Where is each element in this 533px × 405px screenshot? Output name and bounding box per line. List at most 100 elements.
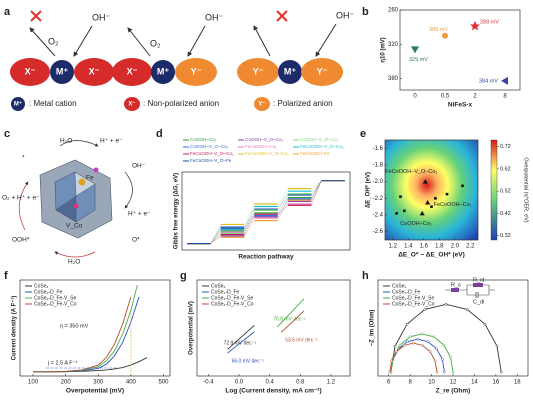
schematic-label: H⁺ + e⁻ — [100, 138, 123, 145]
x-axis-label: ΔE_O* − ΔE_OH* (eV) — [398, 252, 465, 259]
point — [423, 308, 427, 311]
anion — [10, 58, 50, 86]
ion-label: X⁻ — [89, 66, 100, 76]
slope-label: 76.5 mV dec⁻¹ — [273, 316, 306, 322]
slope-label: 66.0 mV dec⁻¹ — [232, 358, 265, 364]
legend-text: CoSe₂ — [392, 283, 407, 289]
x-tick-label: -0.4 — [203, 380, 214, 386]
connector — [311, 180, 322, 199]
panel-label: c — [4, 128, 10, 140]
data-label: 288 mV — [480, 19, 499, 25]
legend-text: CoSe₂-D_Fe-V_Se — [34, 295, 76, 301]
series-line — [280, 310, 305, 333]
schematic-label: H₂O — [68, 259, 80, 266]
x-tick-label: 2 — [473, 94, 477, 100]
point — [499, 370, 503, 374]
point — [408, 335, 412, 339]
legend-text: CoSe₂ — [211, 283, 226, 289]
point — [393, 344, 397, 348]
x-tick-label: 14 — [471, 380, 478, 386]
x-tick-label: 300 — [93, 380, 104, 386]
x-tick-label: 16 — [493, 380, 500, 386]
point-label: FeCoOOH–V_O–Co₁ — [385, 169, 437, 175]
connector — [277, 203, 289, 219]
y-axis-label: Overpotential (mV) — [189, 301, 195, 355]
connector — [277, 205, 288, 215]
arrow — [315, 23, 337, 57]
point — [420, 332, 424, 336]
legend-text: CoSe₂-D_Fe — [211, 289, 240, 295]
blocked-cross — [30, 10, 42, 22]
anion — [112, 58, 152, 86]
circuit-label: R_s — [451, 282, 461, 288]
ion-label: Y⁻ — [191, 66, 202, 76]
legend-text: CoSe₂-D_Fe-V_Co — [392, 301, 435, 307]
y-axis-label: Gibbs free energy (ΔG, eV) — [174, 173, 180, 249]
plot-frame — [19, 279, 171, 377]
point — [412, 341, 415, 345]
legend-text: CoSe₂-D_Fe-V_Se — [211, 295, 253, 301]
x-tick-label: 1.2 — [389, 244, 398, 250]
anion — [237, 58, 279, 86]
x-tick-label: 1.2 — [327, 380, 336, 386]
schematic-label: * — [22, 155, 25, 162]
point — [495, 344, 499, 348]
annotation: η = 350 mV — [60, 323, 89, 329]
legend-symbol — [254, 97, 270, 111]
arrow — [29, 27, 56, 57]
series-line — [276, 298, 305, 328]
point — [501, 76, 508, 85]
x-tick-label: 0.0 — [235, 380, 244, 386]
y-tick-label: 380 — [388, 76, 399, 82]
plot-frame — [196, 279, 351, 377]
point — [442, 343, 446, 347]
x-tick-label: 200 — [61, 380, 72, 386]
point — [441, 358, 444, 361]
connector — [243, 206, 255, 230]
y-tick-label: -2.6 — [373, 229, 384, 235]
ion-label: X⁻ — [25, 66, 36, 76]
x-axis-label: Reaction pathway — [238, 254, 294, 261]
legend-text: CoSe₂-D_Fe-V_Co — [34, 301, 77, 307]
arrow — [253, 25, 271, 57]
anion — [301, 58, 343, 86]
reactant-label: OH⁻ — [92, 12, 111, 22]
panel-label: e — [360, 128, 366, 140]
connector — [311, 180, 322, 201]
reactant-label: OH⁻ — [205, 12, 224, 22]
panel-label: d — [156, 128, 163, 140]
x-tick-label: 1.6 — [420, 244, 429, 250]
schematic-label: Fe — [86, 175, 94, 182]
point — [405, 322, 409, 326]
legend-text: CoOOH–V_O–Co₁ — [245, 137, 284, 142]
series-line — [389, 342, 438, 373]
schematic-label: H₂O — [60, 138, 72, 145]
point — [406, 340, 409, 344]
slope-label: 53.5 mV dec⁻¹ — [285, 338, 318, 344]
product-label: O₂ — [150, 38, 161, 48]
connector — [243, 220, 255, 238]
legend-text: FeCoOOH–Co₁ — [245, 144, 277, 149]
point — [419, 210, 425, 216]
point-label: FeCoOOH–Co₁ — [434, 202, 472, 208]
panel-label: g — [180, 270, 187, 282]
connector — [311, 180, 322, 189]
connector — [244, 215, 255, 228]
connector — [243, 203, 255, 225]
point — [403, 344, 406, 347]
connector — [243, 208, 255, 229]
legend-symbol-label: Y⁻ — [258, 102, 265, 108]
resistor — [451, 288, 459, 292]
plot-frame — [384, 139, 479, 241]
resistor — [473, 283, 483, 287]
crystal-sketch — [18, 140, 133, 258]
annotation: j = 2.5 A F⁻¹ — [47, 360, 78, 366]
point — [422, 179, 428, 184]
x-tick-label: 2.2 — [466, 244, 475, 250]
legend-text: CoOOH–V_O–Co₂ — [300, 137, 339, 142]
legend-text: CoSe₂-D_Fe-V_Co — [211, 301, 254, 307]
point — [433, 359, 437, 363]
x-tick-label: 10 — [428, 380, 435, 386]
connector — [311, 180, 322, 205]
connector — [277, 194, 289, 210]
